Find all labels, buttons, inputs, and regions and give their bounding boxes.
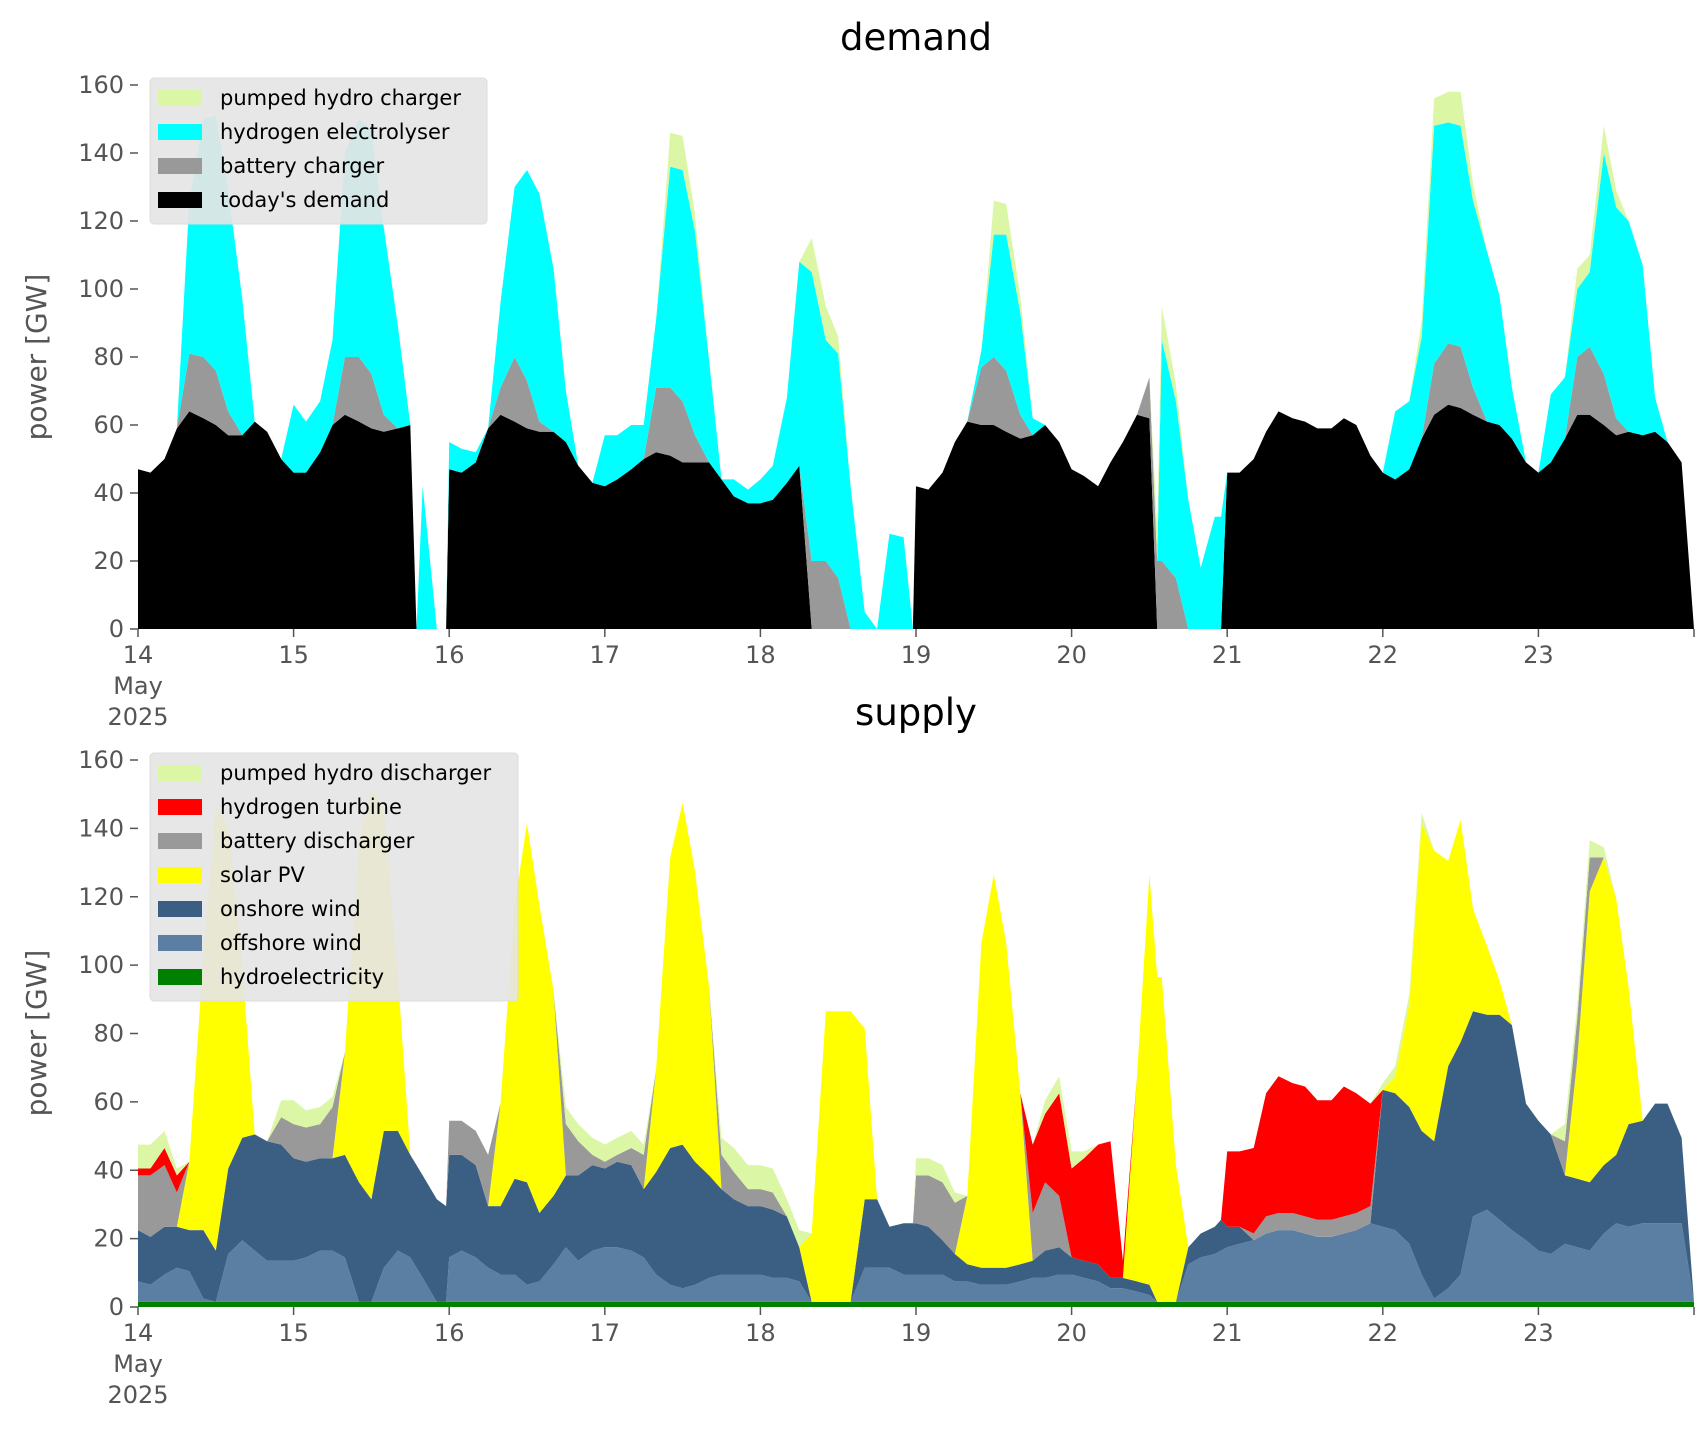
legend-swatch-hydrogen-turbine <box>158 799 202 815</box>
y-tick-label: 40 <box>93 1156 124 1184</box>
supply-areas <box>138 789 1694 1307</box>
demand-panel: demand power [GW] 020406080100120140160 … <box>20 16 1695 731</box>
legend-swatch-today-s-demand <box>158 192 202 208</box>
x-tick-label: 16 <box>434 641 465 669</box>
y-tick-label: 0 <box>109 615 124 643</box>
x-tick-label: 19 <box>901 641 932 669</box>
legend-swatch-offshore-wind <box>158 935 202 951</box>
x-tick-label: 15 <box>278 1319 309 1347</box>
y-tick-label: 80 <box>93 1020 124 1048</box>
y-tick-label: 60 <box>93 411 124 439</box>
legend-label-offshore-wind: offshore wind <box>220 931 362 955</box>
legend-label-hydrogen-electrolyser: hydrogen electrolyser <box>220 120 450 144</box>
x-tick-label: 14 <box>123 641 154 669</box>
demand-areas <box>138 91 1694 630</box>
y-tick-label: 40 <box>93 479 124 507</box>
x-tick-label: 18 <box>745 641 776 669</box>
x-tick-label: 19 <box>901 1319 932 1347</box>
y-tick-label: 160 <box>78 746 124 774</box>
area-today-s-demand <box>138 404 1694 629</box>
supply-y-ticks: 0 20 40 60 80 100 120 140 160 <box>78 746 138 1321</box>
supply-x-ticks: 14 May 2025 15 16 17 18 19 20 21 22 23 <box>107 1307 1695 1409</box>
supply-legend: pumped hydro discharger hydrogen turbine b… <box>149 752 519 1002</box>
demand-y-axis-label: power [GW] <box>20 274 53 441</box>
legend-swatch-hydroelectricity <box>158 969 202 985</box>
x-tick-label: 15 <box>278 641 309 669</box>
legend-label-onshore-wind: onshore wind <box>220 897 361 921</box>
legend-swatch-pumped-hydro-discharger <box>158 765 202 781</box>
area-hydroelectricity <box>138 1301 1694 1307</box>
y-tick-label: 20 <box>93 547 124 575</box>
area-battery-charger <box>138 343 1694 629</box>
supply-title: supply <box>855 691 977 734</box>
x-tick-label: 17 <box>590 1319 621 1347</box>
legend-label-hydroelectricity: hydroelectricity <box>220 965 384 989</box>
x-tick-label: 17 <box>590 641 621 669</box>
legend-box <box>149 77 488 225</box>
y-tick-label: 20 <box>93 1225 124 1253</box>
legend-swatch-solar-pv <box>158 867 202 883</box>
supply-y-axis-label: power [GW] <box>20 950 53 1117</box>
legend-box <box>149 752 519 1002</box>
y-tick-label: 60 <box>93 1088 124 1116</box>
y-tick-label: 140 <box>78 139 124 167</box>
legend-label-battery-charger: battery charger <box>220 154 385 178</box>
x-tick-label: 16 <box>434 1319 465 1347</box>
demand-title: demand <box>840 16 992 59</box>
legend-label-pumped-hydro-charger: pumped hydro charger <box>220 86 461 110</box>
x-tick-label: 2025 <box>107 703 168 731</box>
area-battery-discharger <box>138 789 1694 1302</box>
x-tick-label: May <box>113 1350 163 1378</box>
area-hydrogen-electrolyser <box>138 115 1694 630</box>
area-hydrogen-turbine <box>138 789 1694 1302</box>
x-tick-label: 21 <box>1212 1319 1243 1347</box>
y-tick-label: 80 <box>93 343 124 371</box>
legend-label-pumped-hydro-discharger: pumped hydro discharger <box>220 761 491 785</box>
x-tick-label: 20 <box>1056 641 1087 669</box>
legend-swatch-onshore-wind <box>158 901 202 917</box>
x-tick-label: 23 <box>1523 641 1554 669</box>
demand-y-ticks: 0 20 40 60 80 100 120 140 160 <box>78 71 138 643</box>
demand-legend: pumped hydro charger hydrogen electrolyse… <box>149 77 488 225</box>
y-tick-label: 120 <box>78 883 124 911</box>
legend-swatch-battery-discharger <box>158 833 202 849</box>
area-offshore-wind <box>138 1209 1694 1302</box>
legend-label-solar-pv: solar PV <box>220 863 305 887</box>
x-tick-label: 22 <box>1368 1319 1399 1347</box>
y-tick-label: 0 <box>109 1293 124 1321</box>
x-tick-label: 22 <box>1368 641 1399 669</box>
x-tick-label: 23 <box>1523 1319 1554 1347</box>
area-solar-pv <box>138 789 1694 1302</box>
x-tick-label: 20 <box>1056 1319 1087 1347</box>
supply-panel: supply power [GW] 020406080100120140160 … <box>20 691 1695 1409</box>
legend-label-hydrogen-turbine: hydrogen turbine <box>220 795 402 819</box>
legend-label-battery-discharger: battery discharger <box>220 829 415 853</box>
x-tick-label: May <box>113 672 163 700</box>
y-tick-label: 160 <box>78 71 124 99</box>
x-tick-label: 2025 <box>107 1381 168 1409</box>
legend-swatch-pumped-hydro-charger <box>158 90 202 106</box>
x-tick-label: 18 <box>745 1319 776 1347</box>
x-tick-label: 21 <box>1212 641 1243 669</box>
legend-swatch-battery-charger <box>158 158 202 174</box>
legend-swatch-hydrogen-electrolyser <box>158 124 202 140</box>
legend-label-today-s-demand: today's demand <box>220 188 389 212</box>
x-tick-label: 14 <box>123 1319 154 1347</box>
y-tick-label: 140 <box>78 814 124 842</box>
y-tick-label: 120 <box>78 207 124 235</box>
area-onshore-wind <box>138 1011 1694 1302</box>
y-tick-label: 100 <box>78 951 124 979</box>
y-tick-label: 100 <box>78 275 124 303</box>
demand-x-ticks: 14 May 2025 15 16 17 18 19 20 21 22 23 <box>107 629 1695 731</box>
